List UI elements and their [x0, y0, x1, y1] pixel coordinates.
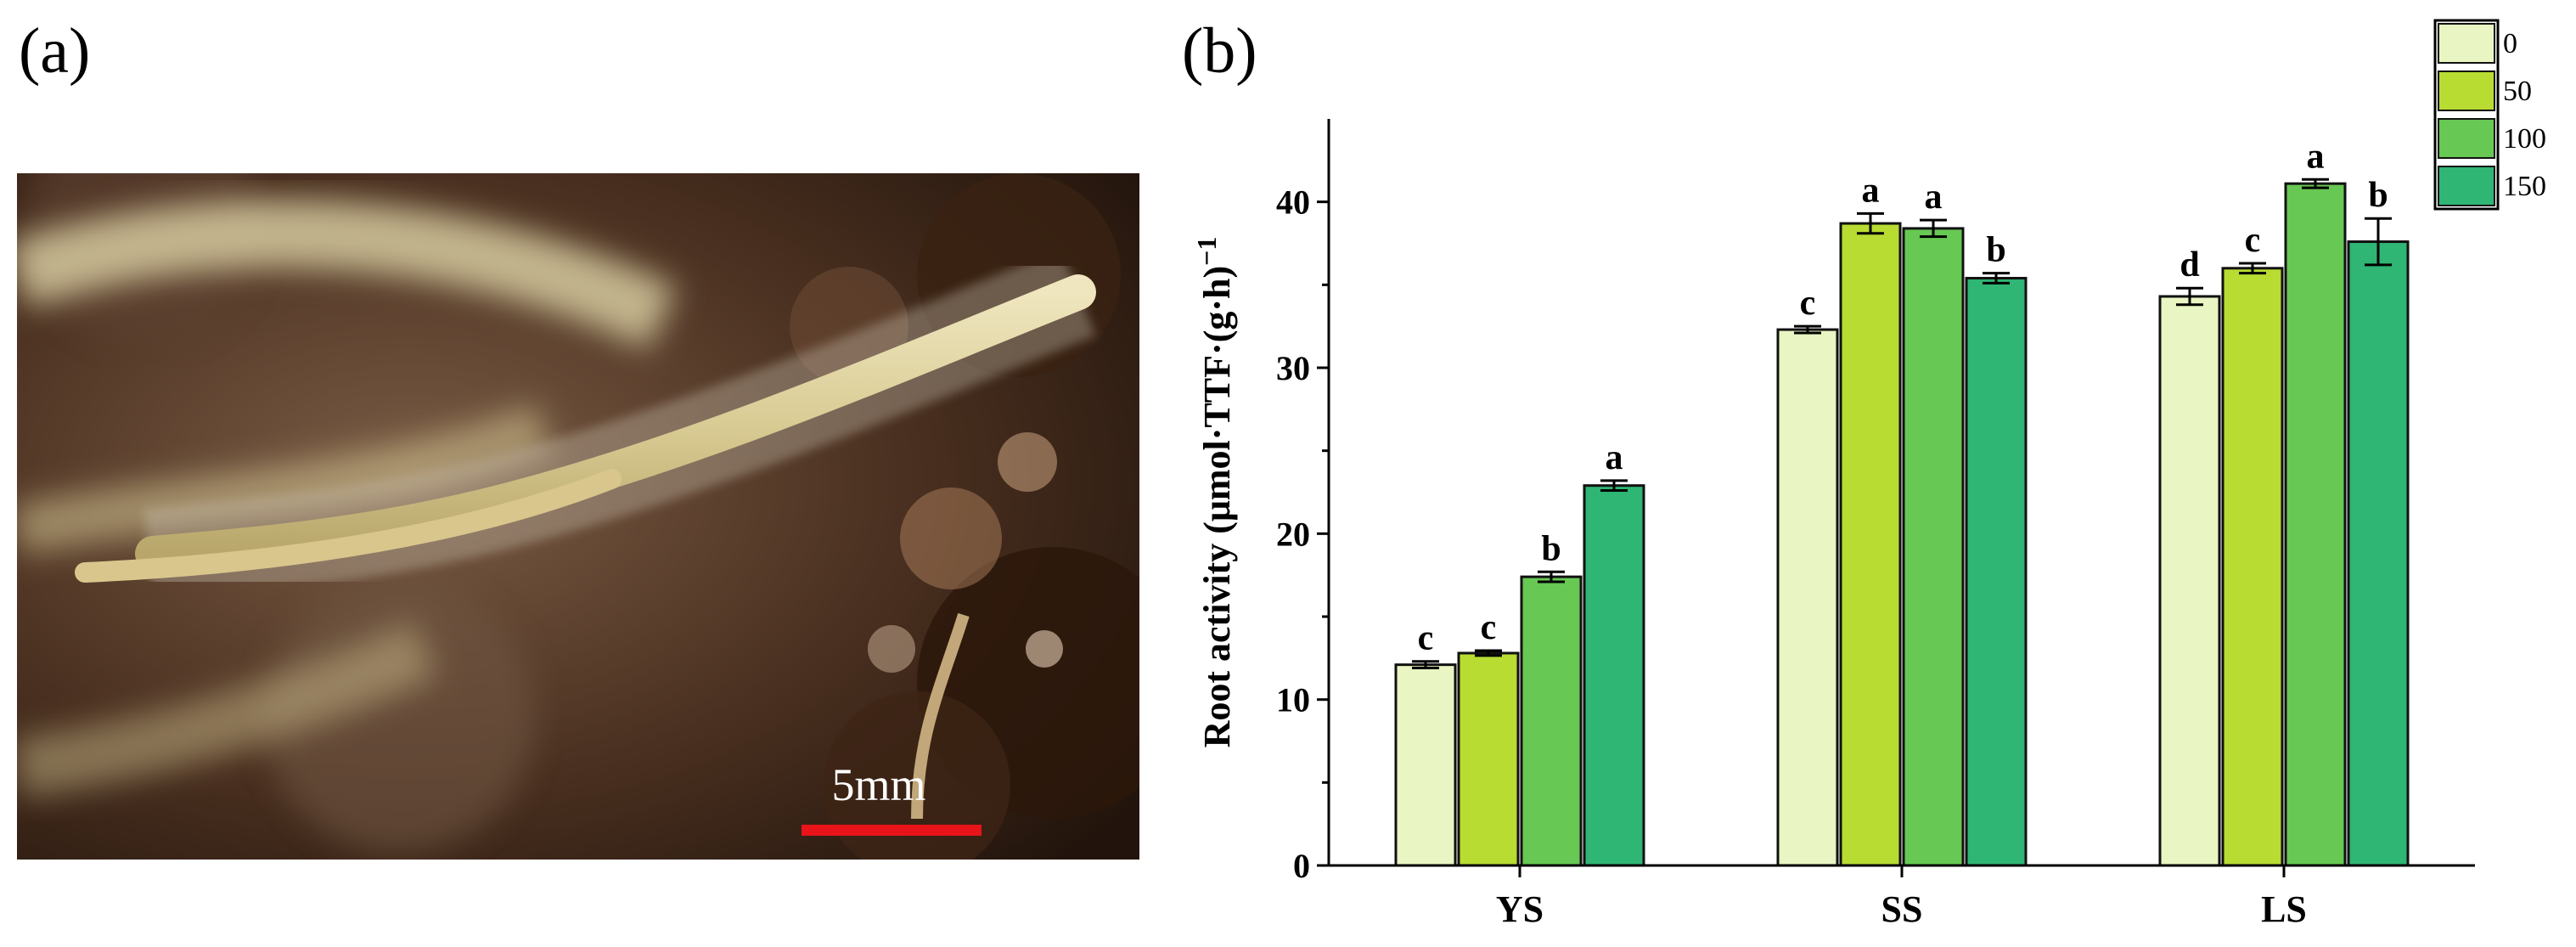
legend-label: 50 — [2503, 76, 2532, 107]
legend-swatch — [2438, 70, 2495, 111]
bar — [1839, 222, 1902, 867]
legend-swatch — [2438, 23, 2495, 64]
bar — [2284, 182, 2347, 867]
y-tick-label: 20 — [1276, 515, 1310, 553]
x-category-label: YS — [1496, 888, 1544, 930]
legend: 0 50 100 150 — [2433, 19, 2546, 211]
legend-label: 0 — [2503, 28, 2517, 59]
bar — [1457, 651, 1520, 867]
y-axis-title-main: Root activity (μmol·TTF·(g·h) — [1196, 266, 1238, 748]
rootlet — [911, 612, 970, 820]
x-category-label: SS — [1881, 888, 1923, 930]
bar — [1776, 328, 1839, 867]
significance-letter: a — [2307, 137, 2325, 176]
category-labels: YS SS LS — [1496, 865, 2307, 930]
bar — [1965, 277, 2028, 867]
legend-label: 100 — [2503, 123, 2546, 155]
y-tick-label: 30 — [1276, 349, 1310, 387]
bar — [1902, 227, 1965, 867]
scale-bar-label: 5mm — [831, 759, 925, 810]
bar — [2347, 240, 2410, 867]
legend-swatch — [2438, 166, 2495, 206]
bar — [1394, 663, 1457, 867]
significance-letter: b — [1541, 529, 1561, 568]
legend-label: 150 — [2503, 171, 2546, 202]
y-axis-title-superscript: −1 — [1191, 237, 1222, 266]
significance-letter: a — [1862, 171, 1880, 210]
panel-label-a: (a) — [19, 15, 91, 87]
y-axis-title: Root activity (μmol·TTF·(g·h)−1 — [1191, 237, 1238, 748]
significance-letter: a — [1606, 438, 1623, 477]
bar — [1583, 484, 1645, 867]
y-axis-ticks: 0 10 20 30 40 — [1276, 183, 1329, 885]
significance-letter: b — [1986, 231, 2005, 270]
significance-letters: c c b a c a a b d c a b — [1418, 137, 2388, 657]
significance-letter: c — [2245, 221, 2261, 260]
legend-swatch — [2438, 118, 2495, 159]
significance-letter: b — [2368, 176, 2388, 215]
y-tick-label: 0 — [1293, 847, 1310, 885]
y-tick-label: 40 — [1276, 183, 1310, 222]
significance-letter: c — [1418, 619, 1434, 658]
root-photo: 5mm — [17, 173, 1139, 860]
scale-bar: 5mm — [801, 759, 981, 836]
significance-letter: d — [2179, 245, 2199, 285]
background-roots — [17, 200, 677, 798]
significance-letter: c — [1481, 608, 1497, 647]
x-category-label: LS — [2261, 888, 2307, 930]
significance-letter: c — [1800, 284, 1816, 323]
bars — [1394, 182, 2410, 867]
bar — [2158, 295, 2221, 867]
bar — [1520, 575, 1583, 867]
legend-frame — [2433, 19, 2500, 211]
significance-letter: a — [1925, 178, 1943, 217]
bar — [2221, 267, 2284, 867]
panel-label-b: (b) — [1182, 15, 1257, 87]
error-bars — [1412, 178, 2392, 670]
y-tick-label: 10 — [1276, 681, 1310, 719]
main-root — [75, 248, 1096, 602]
